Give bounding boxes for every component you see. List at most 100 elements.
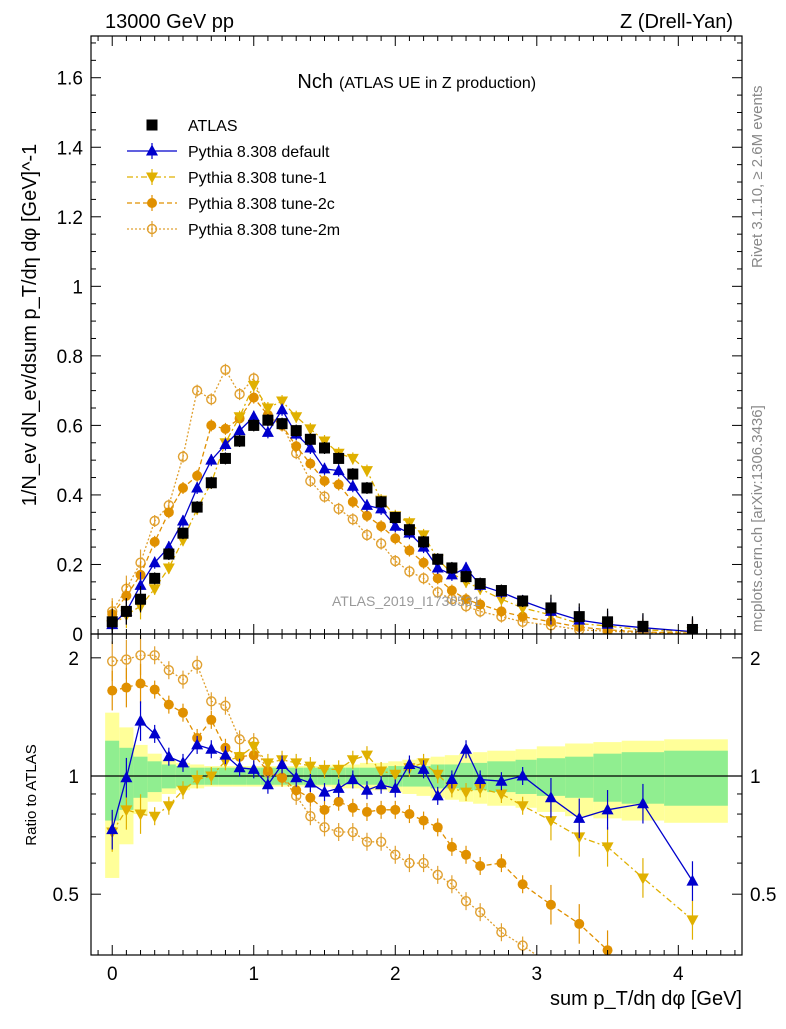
ratio-pythia-8-308-default-point [474,772,487,784]
ratio-pythia-8-308-tune-2m-series [107,635,538,955]
main-pythia-8-308-tune-2m-point [234,388,245,400]
ratio-pythia-8-308-default-point [516,769,529,781]
analysis-watermark: ATLAS_2019_I1736531 [332,593,481,609]
main-atlas-point [234,435,246,447]
ratio-pythia-8-308-tune-2m-point [234,734,245,745]
ratio-pythia-8-308-tune-2c-point [163,699,174,710]
legend-marker [146,223,158,235]
main-pythia-8-308-default-point [219,438,232,450]
ratio-pythia-8-308-tune-2c-point [107,685,118,696]
legend-label-default: Pythia 8.308 default [188,144,330,161]
main-pythia-8-308-default-point [276,403,289,415]
main-atlas-point [120,605,132,617]
ratio-pythia-8-308-tune-1-point [389,769,402,781]
main-pythia-8-308-tune-2c-point [446,585,457,596]
ratio-pythia-8-308-tune-1-point [247,741,260,753]
ratio-pythia-8-308-default-point [290,771,303,783]
legend-marker [147,198,157,208]
ratio-pythia-8-308-tune-2m-point [107,656,118,667]
main-pythia-8-308-default-point [205,453,218,465]
main-atlas-point [149,572,161,584]
main-y-tick-label: 1.6 [57,69,83,90]
main-data [106,363,699,634]
ratio-pythia-8-308-default-point [360,783,373,795]
ratio-pythia-8-308-tune-2c-point [121,682,132,693]
x-tick-label: 2 [390,964,401,985]
main-pythia-8-308-tune-2m-point [333,503,344,515]
ratio-y-tick-label-right: 2 [750,649,761,670]
ratio-pythia-8-308-tune-1-point [233,752,246,764]
ratio-pythia-8-308-default-point [205,742,218,754]
main-y-tick-label: 1.4 [57,138,84,159]
main-pythia-8-308-default-point [134,578,147,590]
ratio-pythia-8-308-tune-1-point [445,783,458,795]
main-pythia-8-308-tune-2m-point [149,515,160,527]
ratio-pythia-8-308-tune-2m-point [432,869,443,881]
main-pythia-8-308-tune-2c-point [192,470,203,481]
ratio-pythia-8-308-tune-2m-point [390,849,401,860]
ratio-pythia-8-308-default-point [318,785,331,797]
main-atlas-point [205,477,217,489]
ratio-pythia-8-308-tune-2c-point [305,792,316,803]
main-pythia-8-308-tune-1-point [233,412,246,424]
main-y-tick-label: 0 [72,625,83,646]
main-pythia-8-308-tune-2c-point [177,482,188,493]
main-pythia-8-308-default-point [332,464,345,476]
main-pythia-8-308-default-point [431,561,444,573]
ratio-pythia-8-308-default-point [346,772,359,784]
main-pythia-8-308-tune-2c-line [111,396,693,634]
ratio-pythia-8-308-tune-2c-point [177,707,188,718]
main-pythia-8-308-tune-2c-point [432,573,443,584]
ratio-panel: 0.5 0.5 1 1 2 2 0 1 2 3 4 [53,633,776,985]
main-pythia-8-308-tune-2c-point [496,606,507,617]
main-pythia-8-308-tune-2m-point [206,394,217,405]
main-pythia-8-308-default-point [247,410,260,422]
band-inner [147,761,162,793]
main-atlas-point [375,496,387,508]
ratio-pythia-8-308-tune-1-point [176,785,189,797]
ratio-y-tick-label: 0.5 [53,885,79,906]
ratio-pythia-8-308-tune-2m-point [404,857,415,869]
legend: ATLAS Pythia 8.308 default Pythia 8.308 … [127,118,340,239]
ratio-pythia-8-308-tune-2m-point [474,906,486,918]
main-pythia-8-308-tune-2m-point [191,385,203,396]
main-pythia-8-308-tune-2m-point [375,538,387,549]
ratio-y-tick-label-right: 0.5 [750,885,776,906]
ratio-pythia-8-308-default-point [261,778,274,790]
main-pythia-8-308-tune-1-point [148,584,161,596]
main-atlas-point [191,501,203,513]
mcplots-text: mcplots.cern.ch [arXiv:1306.3436] [749,405,766,632]
main-pythia-8-308-default-point [261,425,274,437]
ratio-pythia-8-308-tune-2c-point [418,815,429,826]
ratio-pythia-8-308-tune-2m-point [191,659,203,670]
ratio-pythia-8-308-tune-1-point [318,764,331,776]
main-pythia-8-308-tune-2m-point [305,475,316,487]
main-atlas-point [460,571,472,583]
ratio-pythia-8-308-tune-2c-point [319,804,330,815]
ratio-data [106,635,699,955]
main-atlas-point [262,414,274,426]
main-pythia-8-308-tune-1-point [247,380,260,392]
main-atlas-point [602,616,614,628]
main-pythia-8-308-tune-1-line [111,384,693,633]
ratio-pythia-8-308-tune-2m-point [121,654,132,665]
main-pythia-8-308-default-point [360,498,373,510]
main-pythia-8-308-tune-2m-point [361,529,373,541]
main-pythia-8-308-tune-1-point [495,594,508,606]
ratio-pythia-8-308-tune-2m-point [496,927,507,938]
ratio-pythia-8-308-default-point [601,803,614,815]
ratio-pythia-8-308-tune-2c-point [361,806,372,817]
x-tick-label: 0 [107,964,118,985]
ratio-pythia-8-308-default-point [304,776,317,788]
main-pythia-8-308-tune-2c-point [149,536,160,547]
ratio-pythia-8-308-tune-2m-point [446,879,458,890]
ratio-pythia-8-308-tune-1-point [601,842,614,854]
ratio-pythia-8-308-tune-1-point [686,915,699,927]
ratio-pythia-8-308-default-point [445,772,458,784]
ratio-pythia-8-308-default-point [106,823,119,835]
ratio-pythia-8-308-tune-2c-point [347,802,358,813]
ratio-pythia-8-308-tune-1-point [134,809,147,821]
main-pythia-8-308-tune-2m-point [418,573,429,584]
